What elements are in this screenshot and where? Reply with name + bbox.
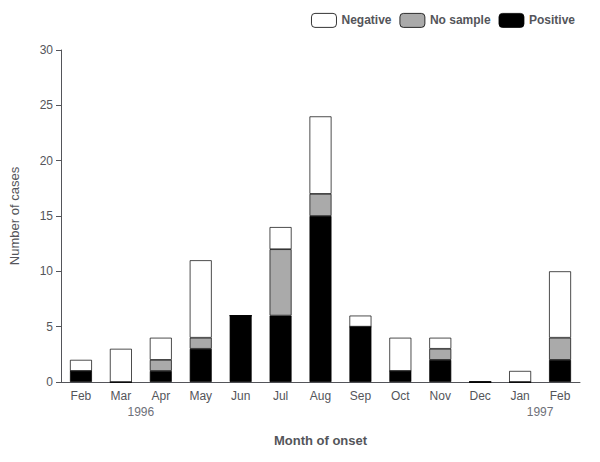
svg-text:Negative: Negative: [341, 13, 391, 27]
svg-text:No sample: No sample: [430, 13, 491, 27]
svg-text:30: 30: [40, 43, 54, 57]
svg-text:1996: 1996: [127, 405, 154, 419]
svg-text:5: 5: [46, 320, 53, 334]
svg-text:Positive: Positive: [529, 13, 575, 27]
svg-text:Jul: Jul: [273, 389, 288, 403]
svg-text:15: 15: [40, 209, 54, 223]
svg-text:Jan: Jan: [510, 389, 529, 403]
svg-text:Nov: Nov: [430, 389, 451, 403]
svg-text:Oct: Oct: [391, 389, 410, 403]
svg-text:Number of cases: Number of cases: [7, 166, 22, 265]
svg-text:Feb: Feb: [71, 389, 92, 403]
svg-text:20: 20: [40, 154, 54, 168]
svg-text:1997: 1997: [527, 405, 554, 419]
svg-text:Feb: Feb: [550, 389, 571, 403]
svg-text:Dec: Dec: [470, 389, 491, 403]
svg-text:0: 0: [46, 375, 53, 389]
svg-text:Mar: Mar: [111, 389, 132, 403]
svg-text:Jun: Jun: [231, 389, 250, 403]
svg-text:Apr: Apr: [151, 389, 170, 403]
svg-text:10: 10: [40, 264, 54, 278]
svg-text:25: 25: [40, 98, 54, 112]
svg-text:Aug: Aug: [310, 389, 331, 403]
svg-text:Sep: Sep: [350, 389, 372, 403]
svg-text:May: May: [189, 389, 212, 403]
svg-text:Month of onset: Month of onset: [274, 433, 368, 448]
